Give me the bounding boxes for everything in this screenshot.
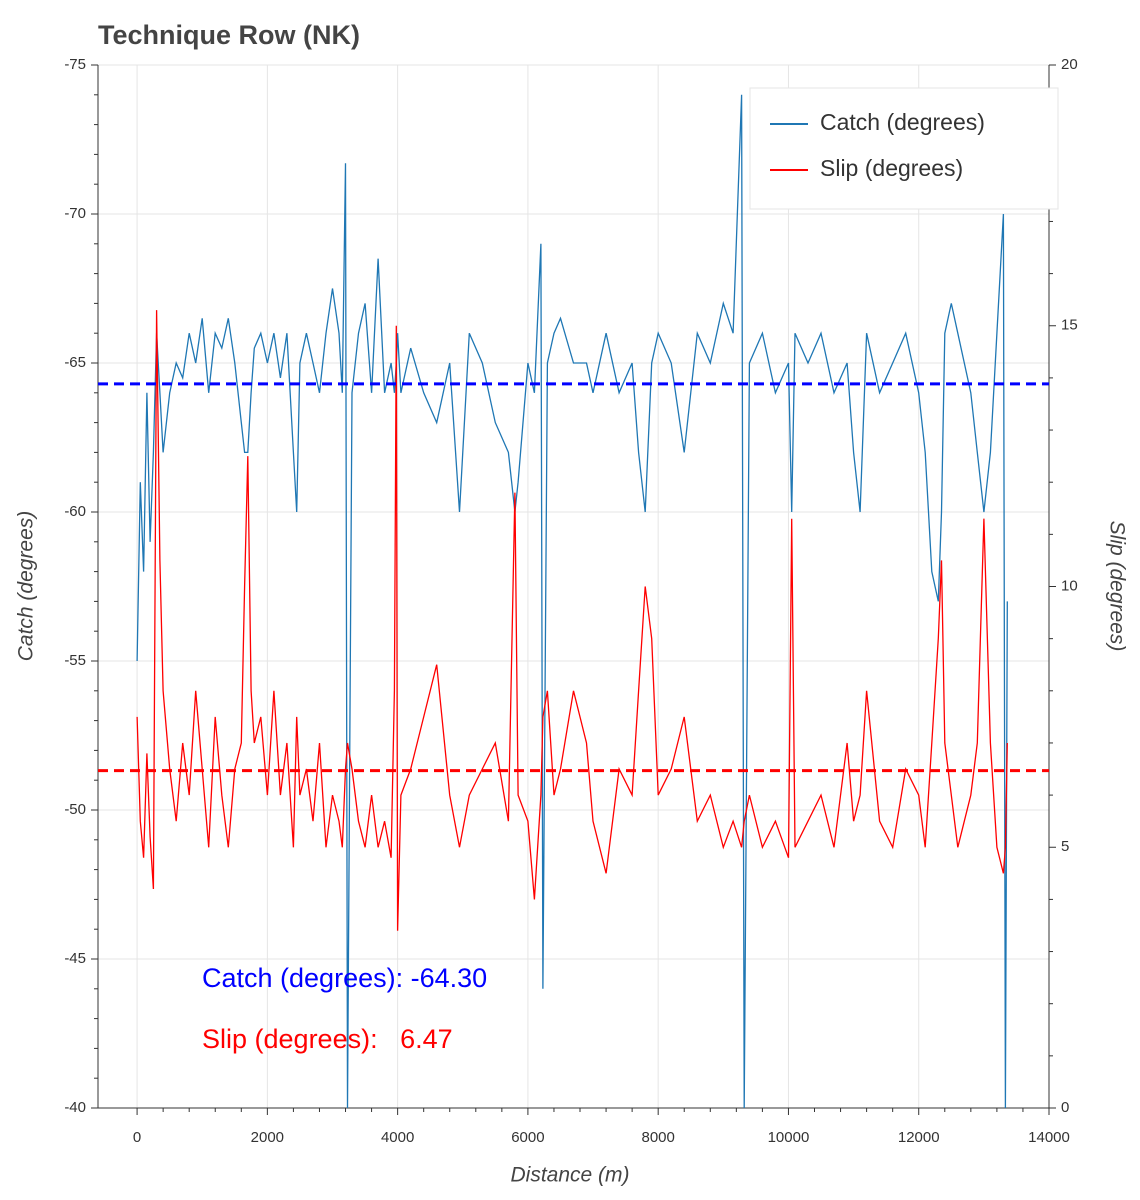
y2-tick-label: 10	[1061, 577, 1078, 594]
x-tick-label: 12000	[898, 1129, 940, 1146]
annotation: Catch (degrees): -64.30	[202, 963, 487, 993]
y-tick-label: -45	[64, 950, 86, 967]
x-tick-label: 2000	[251, 1129, 284, 1146]
data-line	[136, 94, 1008, 1109]
x-tick-label: 4000	[381, 1129, 414, 1146]
y-tick-label: -65	[64, 354, 86, 371]
y2-tick-label: 0	[1061, 1099, 1069, 1116]
x-tick-label: 10000	[768, 1129, 810, 1146]
y-tick-label: -75	[64, 56, 86, 73]
x-tick-label: 0	[133, 1129, 141, 1146]
y-tick-label: -50	[64, 801, 86, 818]
y-tick-label: -40	[64, 1099, 86, 1116]
y2-axis-title: Slip (degrees)	[1105, 521, 1128, 652]
y-tick-label: -60	[64, 503, 86, 520]
legend-label: Slip (degrees)	[820, 155, 963, 181]
x-tick-label: 6000	[511, 1129, 544, 1146]
x-tick-label: 14000	[1028, 1129, 1070, 1146]
data-line	[136, 310, 1008, 931]
legend-box	[749, 87, 1059, 210]
legend-label: Catch (degrees)	[820, 109, 985, 135]
x-axis-title: Distance (m)	[510, 1164, 629, 1187]
y2-tick-label: 15	[1061, 317, 1078, 334]
y-tick-label: -70	[64, 205, 86, 222]
x-tick-label: 8000	[641, 1129, 674, 1146]
y-axis-title: Catch (degrees)	[15, 511, 38, 662]
y2-tick-label: 5	[1061, 838, 1069, 855]
y2-tick-label: 20	[1061, 56, 1078, 73]
chart-title: Technique Row (NK)	[98, 20, 360, 50]
y-tick-label: -55	[64, 652, 86, 669]
annotation: Slip (degrees): 6.47	[202, 1024, 453, 1054]
